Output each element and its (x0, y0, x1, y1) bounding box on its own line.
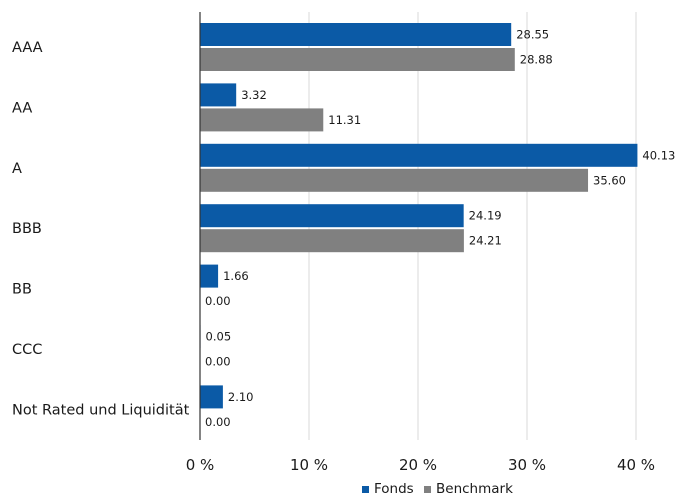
bar-benchmark-2 (200, 168, 589, 192)
category-label: AAA (12, 40, 43, 56)
data-label-fonds-1: 3.32 (241, 88, 267, 102)
x-tick-label: 40 % (617, 456, 655, 474)
data-label-benchmark-0: 28.88 (520, 53, 553, 67)
data-label-benchmark-5: 0.00 (205, 355, 231, 369)
legend-label-fonds: Fonds (374, 481, 414, 497)
category-label: Not Rated und Liquidität (12, 402, 190, 418)
bar-fonds-0 (200, 23, 512, 46)
data-labels: 28.55 28.88 3.32 11.31 40.13 35.60 24.19 24.21 1… (205, 28, 675, 429)
data-label-benchmark-3: 24.21 (469, 234, 502, 248)
legend-swatch-fonds (362, 486, 369, 493)
data-label-fonds-0: 28.55 (516, 28, 549, 42)
data-label-benchmark-6: 0.00 (205, 415, 231, 429)
legend-label-benchmark: Benchmark (436, 481, 513, 497)
data-label-benchmark-4: 0.00 (205, 294, 231, 308)
bar-fonds-6 (200, 385, 223, 409)
category-label: A (12, 161, 22, 177)
bars (200, 23, 638, 409)
data-label-fonds-2: 40.13 (642, 148, 675, 162)
category-label: BB (12, 282, 32, 298)
bar-fonds-3 (200, 204, 464, 228)
bar-fonds-1 (200, 83, 237, 107)
bar-benchmark-3 (200, 229, 464, 253)
category-label: CCC (12, 342, 42, 358)
data-label-fonds-5: 0.05 (206, 330, 232, 344)
data-label-benchmark-1: 11.31 (328, 113, 361, 127)
category-label: BBB (12, 221, 42, 237)
bar-benchmark-0 (200, 48, 515, 71)
x-tick-label: 10 % (290, 456, 328, 474)
data-label-fonds-6: 2.10 (228, 390, 254, 404)
x-axis-tick-labels: 0 % 10 % 20 % 30 % 40 % (186, 456, 655, 474)
category-label: AA (12, 100, 32, 116)
data-label-fonds-4: 1.66 (223, 269, 249, 283)
data-label-benchmark-2: 35.60 (593, 173, 626, 187)
x-tick-label: 20 % (399, 456, 437, 474)
legend: Fonds Benchmark (362, 481, 513, 497)
x-tick-label: 0 % (186, 456, 215, 474)
legend-swatch-benchmark (424, 486, 431, 493)
x-tick-label: 30 % (508, 456, 546, 474)
bar-benchmark-1 (200, 108, 324, 132)
data-label-fonds-3: 24.19 (469, 209, 502, 223)
bar-fonds-4 (200, 264, 219, 288)
bar-fonds-2 (200, 143, 638, 167)
